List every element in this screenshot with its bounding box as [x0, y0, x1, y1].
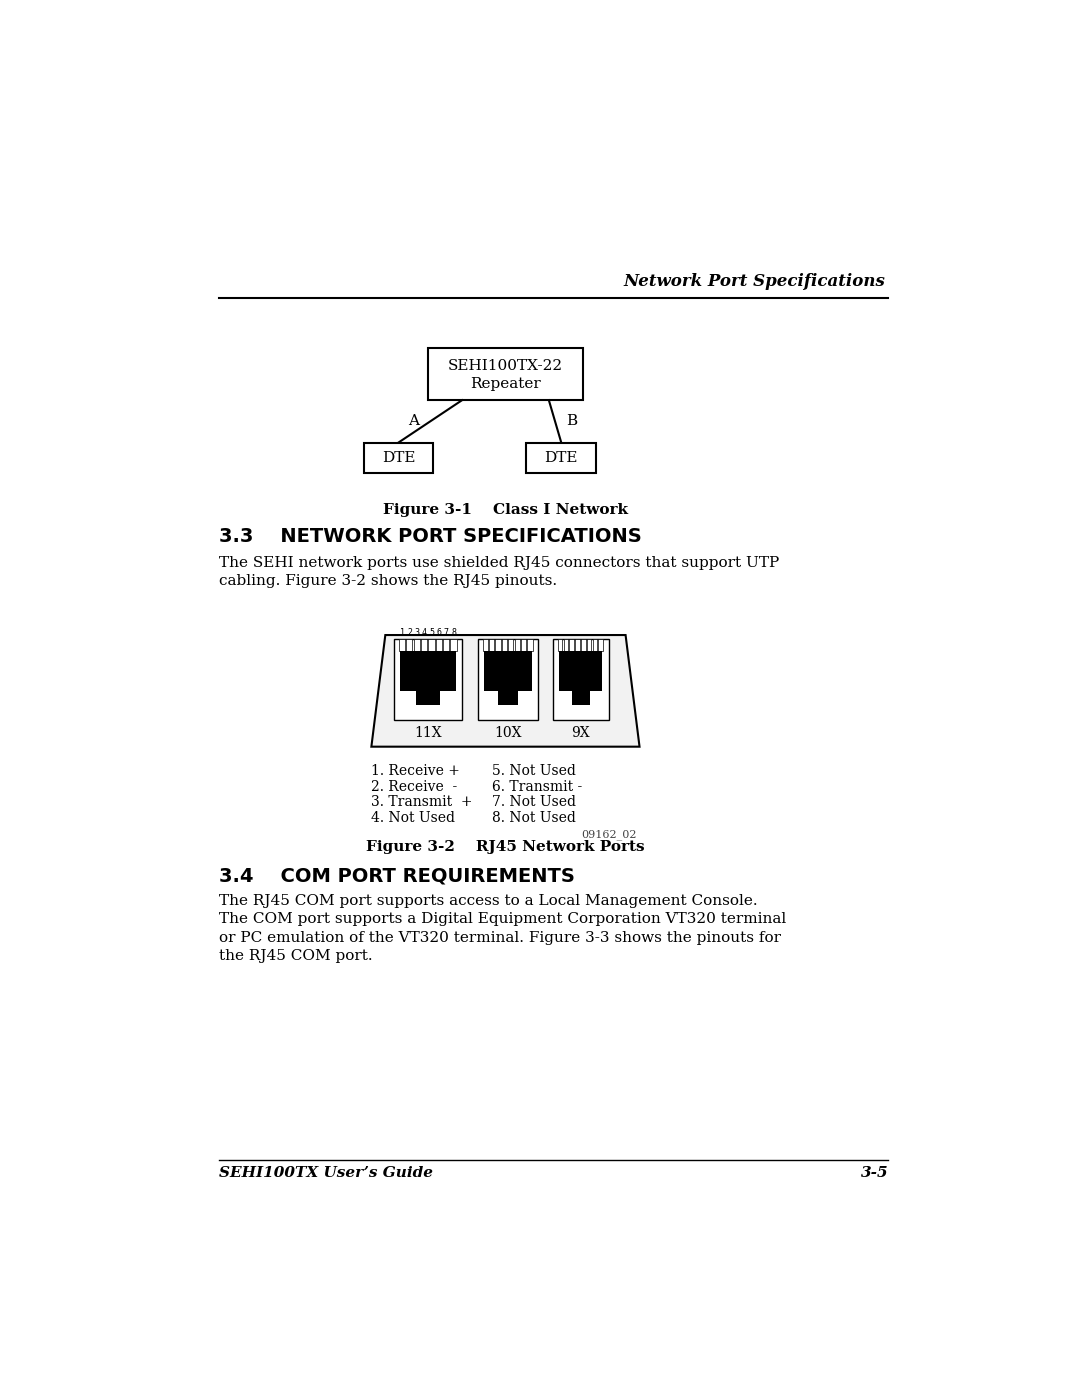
Text: or PC emulation of the VT320 terminal. Figure 3-3 shows the pinouts for: or PC emulation of the VT320 terminal. F… — [218, 930, 781, 944]
Bar — [416, 692, 440, 705]
Bar — [450, 638, 457, 651]
Bar — [421, 638, 428, 651]
Text: 11X: 11X — [414, 726, 442, 740]
Bar — [576, 638, 580, 651]
Bar — [557, 638, 563, 651]
Polygon shape — [372, 636, 639, 746]
Bar — [571, 692, 590, 705]
Bar — [399, 638, 405, 651]
Bar — [477, 638, 538, 719]
Bar — [484, 651, 531, 692]
Bar — [496, 638, 501, 651]
Bar — [443, 638, 449, 651]
Bar — [564, 638, 568, 651]
Text: The RJ45 COM port supports access to a Local Management Console.: The RJ45 COM port supports access to a L… — [218, 894, 757, 908]
Text: cabling. Figure 3-2 shows the RJ45 pinouts.: cabling. Figure 3-2 shows the RJ45 pinou… — [218, 574, 557, 588]
Text: 8. Not Used: 8. Not Used — [491, 810, 576, 824]
Text: 3.3    NETWORK PORT SPECIFICATIONS: 3.3 NETWORK PORT SPECIFICATIONS — [218, 527, 642, 546]
Bar — [483, 638, 488, 651]
Bar — [598, 638, 603, 651]
Bar — [526, 443, 596, 474]
Text: 3.4    COM PORT REQUIREMENTS: 3.4 COM PORT REQUIREMENTS — [218, 866, 575, 886]
Text: The SEHI network ports use shielded RJ45 connectors that support UTP: The SEHI network ports use shielded RJ45… — [218, 556, 779, 570]
Text: Repeater: Repeater — [470, 377, 541, 391]
Text: 6. Transmit -: 6. Transmit - — [491, 780, 582, 793]
Bar — [400, 651, 456, 692]
Text: 10X: 10X — [494, 726, 522, 740]
Text: 9X: 9X — [571, 726, 590, 740]
Text: SEHI100TX User’s Guide: SEHI100TX User’s Guide — [218, 1166, 433, 1180]
Bar — [435, 638, 442, 651]
Text: 2: 2 — [407, 629, 413, 637]
Text: DTE: DTE — [544, 451, 578, 465]
Text: 6: 6 — [436, 629, 442, 637]
Bar — [593, 638, 597, 651]
Bar — [489, 638, 495, 651]
Text: 5: 5 — [429, 629, 434, 637]
Text: 3. Transmit  +: 3. Transmit + — [372, 795, 473, 809]
Bar — [394, 638, 462, 719]
Bar — [559, 651, 603, 692]
Text: the RJ45 COM port.: the RJ45 COM port. — [218, 949, 373, 963]
Text: 3: 3 — [415, 629, 419, 637]
Text: DTE: DTE — [381, 451, 415, 465]
Text: 8: 8 — [451, 629, 456, 637]
Text: 1: 1 — [400, 629, 405, 637]
Bar — [553, 638, 608, 719]
Text: 7: 7 — [444, 629, 449, 637]
Bar — [581, 638, 585, 651]
Text: Network Port Specifications: Network Port Specifications — [623, 272, 886, 291]
Bar — [428, 348, 583, 400]
Bar — [502, 638, 507, 651]
Bar — [429, 638, 434, 651]
Text: SEHI100TX-22: SEHI100TX-22 — [448, 359, 563, 373]
Bar — [406, 638, 413, 651]
Text: 4: 4 — [422, 629, 427, 637]
Text: A: A — [408, 415, 419, 429]
Text: Figure 3-1    Class I Network: Figure 3-1 Class I Network — [383, 503, 627, 517]
Text: B: B — [567, 415, 578, 429]
Text: The COM port supports a Digital Equipment Corporation VT320 terminal: The COM port supports a Digital Equipmen… — [218, 912, 786, 926]
Bar — [527, 638, 532, 651]
Text: 2. Receive  -: 2. Receive - — [372, 780, 458, 793]
Bar — [414, 638, 420, 651]
Text: 4. Not Used: 4. Not Used — [372, 810, 456, 824]
Text: 1. Receive +: 1. Receive + — [372, 764, 460, 778]
Text: Figure 3-2    RJ45 Network Ports: Figure 3-2 RJ45 Network Ports — [366, 840, 645, 854]
Bar — [509, 638, 513, 651]
Bar — [521, 638, 526, 651]
Text: 5. Not Used: 5. Not Used — [491, 764, 576, 778]
Text: 3-5: 3-5 — [861, 1166, 889, 1180]
Bar — [569, 638, 575, 651]
Text: 09162_02: 09162_02 — [582, 828, 637, 840]
Bar — [364, 443, 433, 474]
Bar — [514, 638, 519, 651]
Bar — [586, 638, 592, 651]
Text: 7. Not Used: 7. Not Used — [491, 795, 576, 809]
Bar — [498, 692, 518, 705]
